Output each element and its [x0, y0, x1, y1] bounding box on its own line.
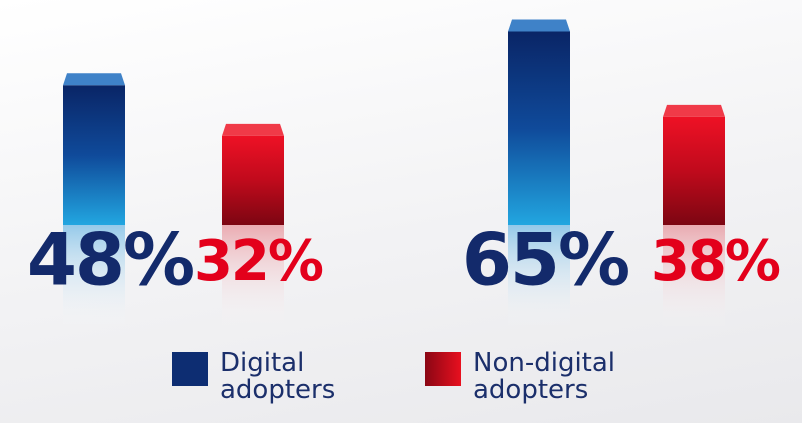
value-label: 38% [651, 229, 780, 294]
bar [663, 116, 725, 225]
bar [222, 135, 284, 225]
value-label: 65% [462, 218, 628, 302]
value-label: 32% [194, 229, 323, 294]
legend-item: Non-digital adopters [425, 350, 633, 404]
chart: 48% 32% 65% 38% [27, 19, 782, 330]
bar-reflection [508, 225, 570, 330]
legend-swatch [425, 352, 461, 386]
bar-cap [508, 19, 570, 32]
bar-reflection [222, 225, 284, 330]
bar [63, 85, 125, 225]
legend-swatch [172, 352, 208, 386]
legend-label: Non-digital adopters [473, 348, 616, 405]
bar-cap [222, 123, 284, 136]
legend-item: Digital adopters [172, 350, 340, 404]
bar-reflection [63, 225, 125, 330]
value-label: 48% [27, 218, 193, 302]
bar-cap [63, 73, 125, 86]
bar [508, 31, 570, 226]
bar-reflection [663, 225, 725, 330]
legend-label: Digital adopters [220, 348, 336, 405]
bar-cap [663, 104, 725, 117]
